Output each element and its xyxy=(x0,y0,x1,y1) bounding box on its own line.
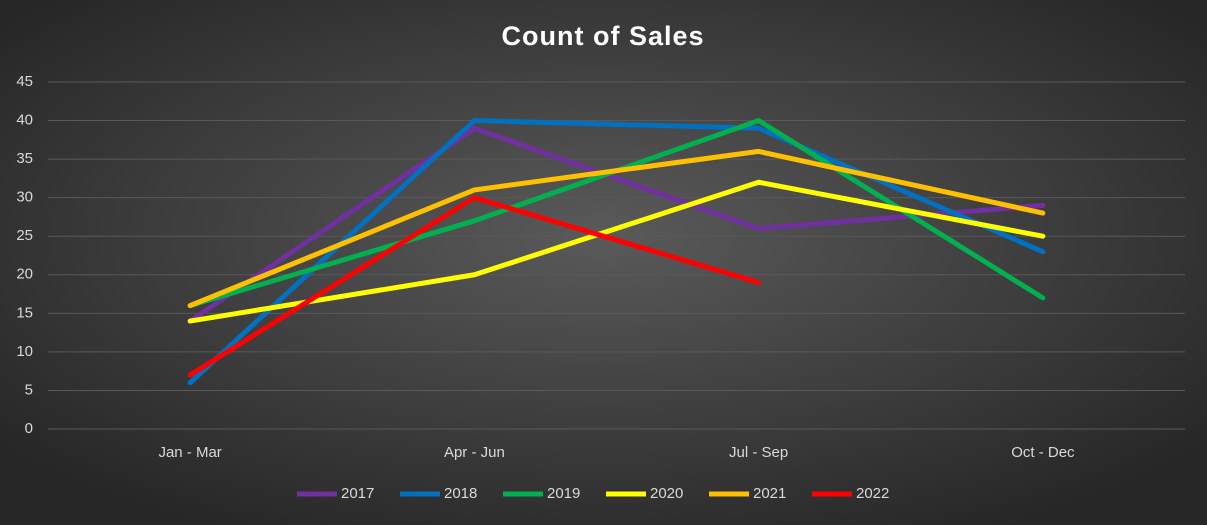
y-tick-label: 35 xyxy=(16,150,33,167)
y-tick-label: 45 xyxy=(16,73,33,90)
legend-label: 2017 xyxy=(341,485,374,502)
x-tick-label: Jul - Sep xyxy=(729,444,788,461)
legend-label: 2021 xyxy=(753,485,786,502)
legend-label: 2019 xyxy=(547,485,580,502)
y-tick-label: 25 xyxy=(16,227,33,244)
series-line xyxy=(187,148,1046,309)
legend-label: 2020 xyxy=(650,485,683,502)
x-tick-label: Apr - Jun xyxy=(444,444,505,461)
series-line xyxy=(187,125,1046,324)
legend-label: 2018 xyxy=(444,485,477,502)
series-line xyxy=(187,179,1046,324)
y-tick-label: 20 xyxy=(16,266,33,283)
y-tick-label: 30 xyxy=(16,189,33,206)
series-line xyxy=(187,195,762,378)
y-tick-label: 10 xyxy=(16,343,33,360)
chart-title: Count of Sales xyxy=(501,21,704,51)
legend-label: 2022 xyxy=(856,485,889,502)
x-tick-label: Jan - Mar xyxy=(158,444,221,461)
y-tick-label: 15 xyxy=(16,304,33,321)
x-tick-label: Oct - Dec xyxy=(1011,444,1075,461)
y-tick-label: 40 xyxy=(16,112,33,129)
y-tick-label: 0 xyxy=(25,420,33,437)
y-tick-label: 5 xyxy=(25,381,33,398)
series-line xyxy=(187,118,1046,386)
